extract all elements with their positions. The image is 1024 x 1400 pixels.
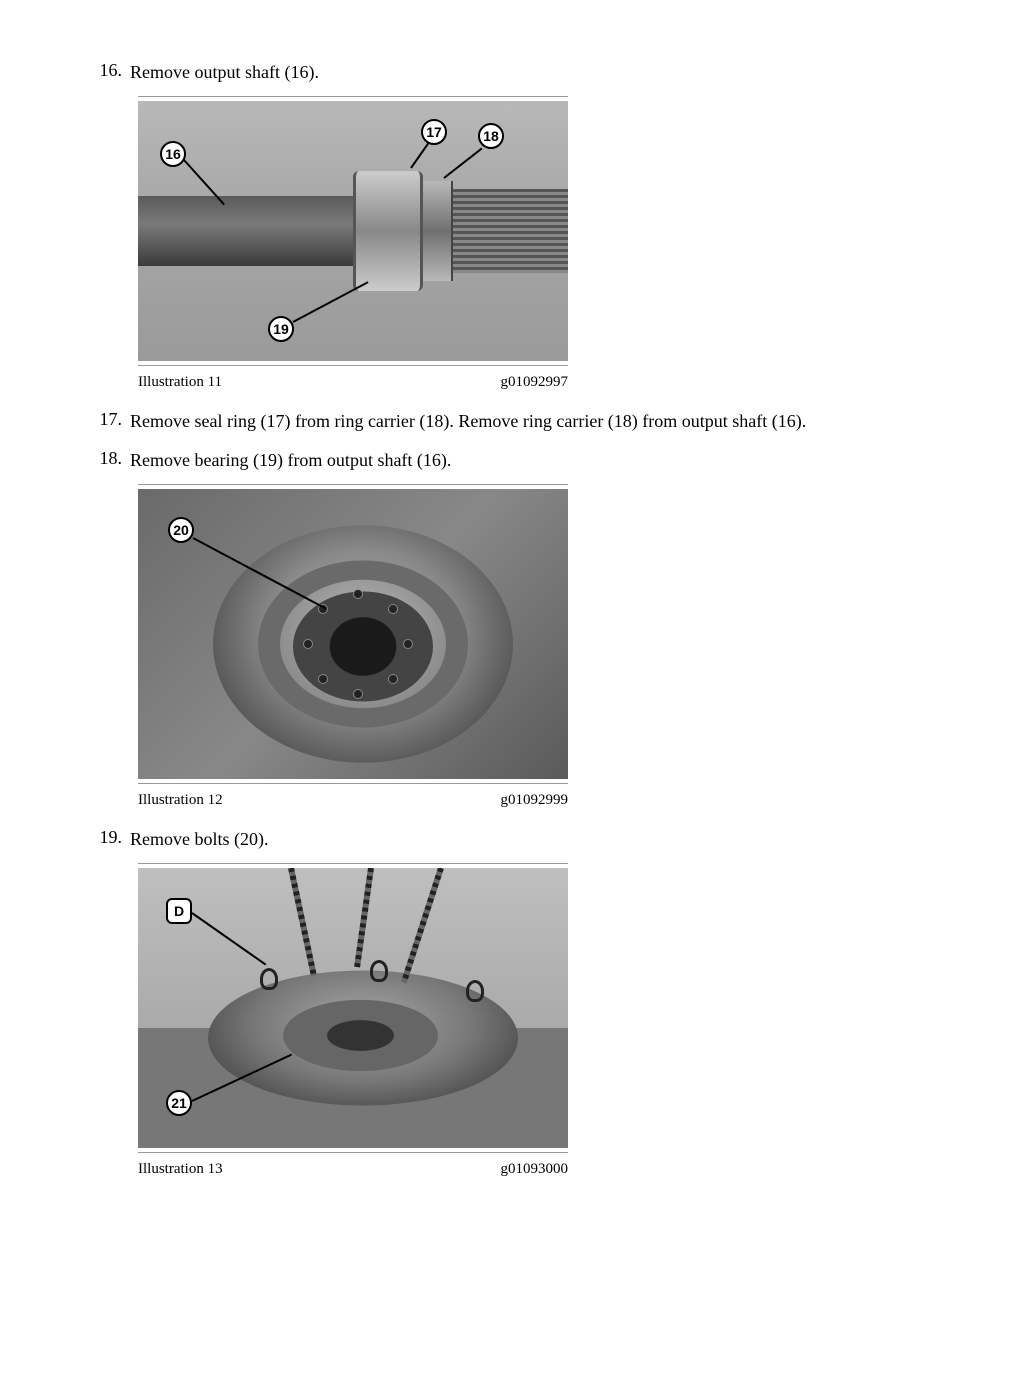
leader-17 [410, 143, 429, 169]
step-18-number: 18. [90, 448, 130, 469]
hub-bolt [353, 589, 363, 599]
figure-11-rule-bottom [138, 365, 568, 366]
callout-21: 21 [166, 1090, 192, 1116]
hub-bolt [388, 604, 398, 614]
step-19-text: Remove bolts (20). [130, 827, 934, 851]
step-18: 18. Remove bearing (19) from output shaf… [90, 448, 934, 472]
callout-19: 19 [268, 316, 294, 342]
figure-12-rule-top [138, 484, 568, 485]
hub-bolt [318, 674, 328, 684]
figure-13-caption-row: Illustration 13 g01093000 [138, 1161, 568, 1178]
figure-12-block: 20 Illustration 12 g01092999 [138, 484, 568, 809]
step-17-text: Remove seal ring (17) from ring carrier … [130, 409, 934, 433]
shaft-collar-small [423, 181, 453, 281]
figure-12-code: g01092999 [501, 792, 569, 809]
figure-13-code: g01093000 [501, 1161, 569, 1178]
shackle [260, 968, 278, 990]
shaft-splines [453, 189, 568, 273]
lifting-chain [354, 868, 374, 967]
figure-13-label: Illustration 13 [138, 1161, 223, 1178]
figure-13-image: D 21 [138, 868, 568, 1148]
hub-bolt [353, 689, 363, 699]
callout-17: 17 [421, 119, 447, 145]
leader-19 [293, 282, 369, 324]
figure-11-code: g01092997 [501, 374, 569, 391]
step-19-number: 19. [90, 827, 130, 848]
step-19: 19. Remove bolts (20). [90, 827, 934, 851]
figure-13-rule-top [138, 863, 568, 864]
callout-16: 16 [160, 141, 186, 167]
step-18-text: Remove bearing (19) from output shaft (1… [130, 448, 934, 472]
figure-13-rule-bottom [138, 1152, 568, 1153]
figure-11-caption-row: Illustration 11 g01092997 [138, 374, 568, 391]
shackle [370, 960, 388, 982]
figure-11-block: 16 17 18 19 Illustration 11 g01092997 [138, 96, 568, 391]
leader-18 [443, 148, 482, 179]
figure-11-image: 16 17 18 19 [138, 101, 568, 361]
shackle [466, 980, 484, 1002]
callout-18: 18 [478, 123, 504, 149]
callout-D: D [166, 898, 192, 924]
step-16-number: 16. [90, 60, 130, 81]
figure-12-rule-bottom [138, 783, 568, 784]
figure-12-image: 20 [138, 489, 568, 779]
figure-12-caption-row: Illustration 12 g01092999 [138, 792, 568, 809]
step-16-text: Remove output shaft (16). [130, 60, 934, 84]
step-17: 17. Remove seal ring (17) from ring carr… [90, 409, 934, 433]
figure-11-label: Illustration 11 [138, 374, 222, 391]
step-17-number: 17. [90, 409, 130, 430]
lifting-chain [401, 868, 444, 983]
hub-center [283, 1000, 438, 1071]
shaft-collar [353, 171, 423, 291]
hub-bolt [403, 639, 413, 649]
callout-20: 20 [168, 517, 194, 543]
leader-D [191, 912, 266, 965]
step-16: 16. Remove output shaft (16). [90, 60, 934, 84]
hub-bolt [388, 674, 398, 684]
figure-11-rule-top [138, 96, 568, 97]
hub-bolt [303, 639, 313, 649]
figure-13-block: D 21 Illustration 13 g01093000 [138, 863, 568, 1178]
figure-12-label: Illustration 12 [138, 792, 223, 809]
lifting-chain [288, 868, 317, 976]
